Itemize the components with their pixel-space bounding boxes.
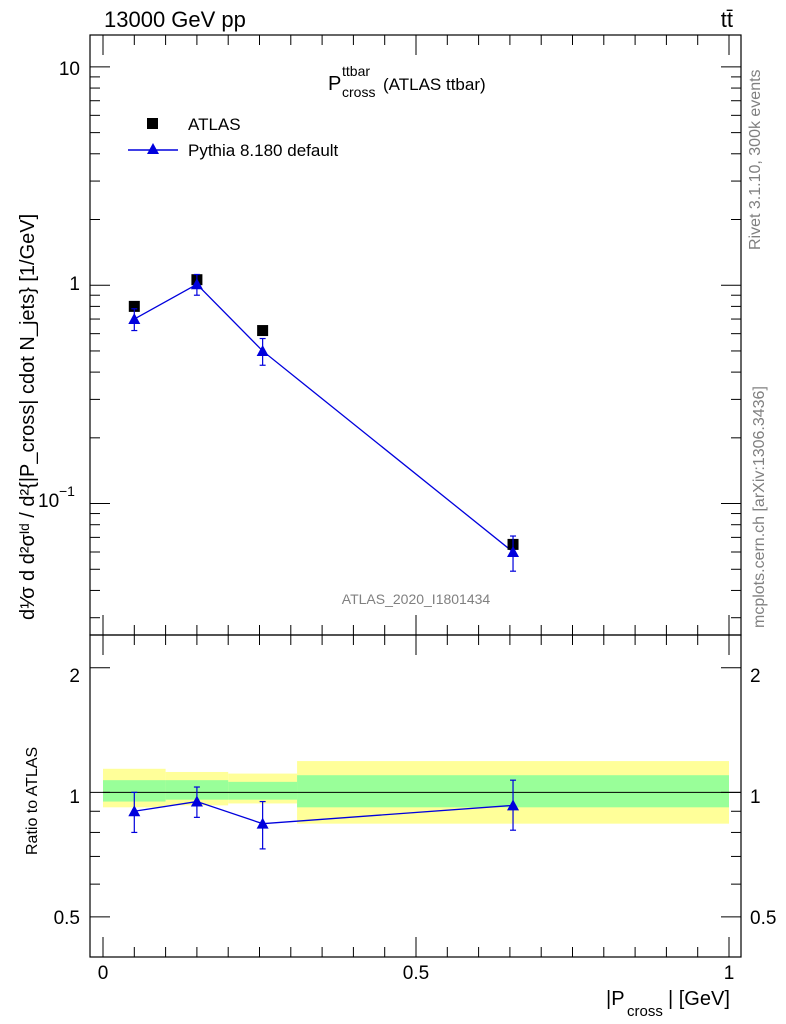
y-main-tick-0.1: 10 −1 bbox=[38, 483, 75, 512]
pythia-point-3 bbox=[507, 545, 520, 557]
plot-title-sup: ttbar bbox=[342, 63, 370, 79]
green-band-0 bbox=[103, 780, 166, 802]
mcplots-label: mcplots.cern.ch [arXiv:1306.3436] bbox=[751, 386, 768, 628]
legend-label-atlas: ATLAS bbox=[188, 115, 241, 134]
y-main-tick-1: 1 bbox=[69, 274, 80, 295]
ratio-point-1 bbox=[190, 795, 203, 807]
analysis-id-label: ATLAS_2020_I1801434 bbox=[342, 591, 491, 607]
ratio-point-0 bbox=[128, 805, 141, 817]
y-main-tick-0.1-base: 10 bbox=[38, 491, 59, 512]
y-ratio-tick-2-right: 2 bbox=[750, 666, 761, 687]
y-ratio-tick-1-right: 1 bbox=[750, 787, 761, 808]
x-axis-label-main: |P bbox=[606, 988, 625, 1010]
x-tick-0.5: 0.5 bbox=[403, 963, 429, 984]
y-axis-label-main: d¹⁄σ d d²σᴵᵈ / d²{|P_cross| cdot N_jets}… bbox=[17, 214, 39, 620]
plot-title-main: P bbox=[328, 73, 341, 95]
y-ratio-tick-0.5-right: 0.5 bbox=[750, 908, 776, 929]
x-axis-label-sub: cross bbox=[627, 1003, 663, 1020]
data-marks bbox=[128, 273, 520, 850]
atlas-point-2 bbox=[257, 325, 269, 337]
pythia-point-0 bbox=[128, 313, 141, 325]
header-right-label: tt̄ bbox=[721, 7, 733, 32]
y-axis-label-main-text: d¹⁄σ d d²σᴵᵈ / d²{|P_cross| cdot N_jets}… bbox=[17, 214, 39, 620]
legend-marker-atlas bbox=[147, 118, 158, 129]
green-band-2 bbox=[228, 781, 298, 800]
plot-title-sub: cross bbox=[342, 84, 375, 100]
atlas-point-0 bbox=[128, 300, 140, 312]
y-main-tick-0.1-exp: −1 bbox=[59, 483, 75, 499]
pythia-point-1 bbox=[190, 278, 203, 290]
ratio-bands bbox=[103, 761, 741, 824]
x-tick-0: 0 bbox=[98, 963, 109, 984]
y-ratio-tick-0.5: 0.5 bbox=[54, 908, 80, 929]
plot-title: P ttbar cross (ATLAS ttbar) bbox=[328, 63, 486, 100]
y-ratio-tick-2: 2 bbox=[69, 666, 80, 687]
x-axis-label: |P cross | [GeV] bbox=[606, 988, 730, 1020]
rivet-label: Rivet 3.1.10, 300k events bbox=[747, 69, 764, 250]
x-tick-1: 1 bbox=[724, 963, 735, 984]
legend-label-pythia: Pythia 8.180 default bbox=[188, 141, 339, 160]
header-left-label: 13000 GeV pp bbox=[104, 7, 246, 32]
legend-marker-pythia bbox=[147, 143, 159, 154]
y-main-tick-10: 10 bbox=[59, 59, 80, 80]
pythia-point-2 bbox=[256, 344, 269, 356]
ratio-point-2 bbox=[256, 817, 269, 829]
axis-ticks bbox=[90, 35, 741, 958]
ratio-point-3 bbox=[507, 799, 520, 811]
pythia-series-line bbox=[133, 283, 514, 553]
plot-title-suffix: (ATLAS ttbar) bbox=[383, 75, 486, 94]
ratio-series-line bbox=[134, 800, 514, 825]
y-ratio-tick-1: 1 bbox=[69, 787, 80, 808]
legend: ATLAS Pythia 8.180 default bbox=[128, 115, 339, 160]
x-axis-label-unit: | [GeV] bbox=[668, 988, 730, 1010]
y-axis-label-ratio: Ratio to ATLAS bbox=[24, 747, 41, 855]
